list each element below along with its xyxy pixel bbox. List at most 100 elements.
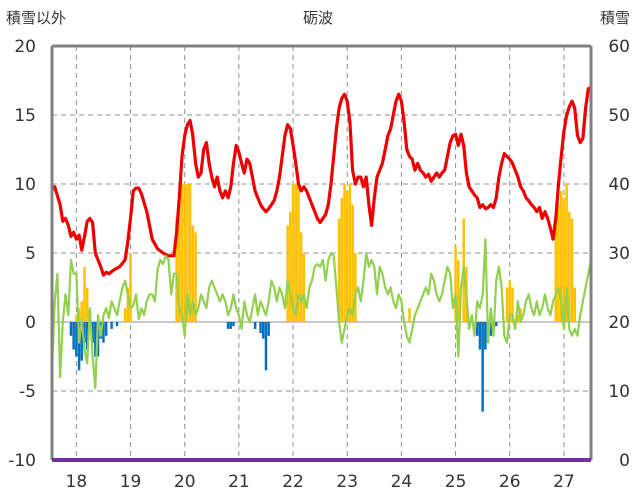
- snow-bar-7: [129, 253, 132, 322]
- snow-bar-46: [570, 218, 574, 322]
- chart-title: 砺波: [303, 9, 333, 27]
- blue-bar-5: [83, 322, 86, 343]
- blue-bar-20: [262, 322, 265, 339]
- snow-bar-30: [408, 308, 411, 322]
- snow-bar-3: [83, 266, 86, 322]
- snow-bar-23: [337, 218, 341, 322]
- blue-bar-6: [85, 322, 89, 350]
- right-tick-2: 20: [608, 313, 630, 333]
- axis-frame: [50, 44, 593, 462]
- left-tick-0: -10: [8, 451, 36, 471]
- snow-bar-13: [188, 184, 192, 322]
- blue-bar-14: [115, 322, 119, 327]
- left-tick-6: 20: [14, 37, 36, 57]
- blue-bar-23: [475, 322, 479, 336]
- blue-bar-4: [80, 322, 84, 361]
- x-tick-2: 20: [174, 472, 196, 492]
- right-tick-1: 10: [608, 382, 630, 402]
- blue-bar-30: [494, 322, 498, 327]
- snow-bar-9: [178, 197, 181, 322]
- x-tick-6: 24: [391, 472, 413, 492]
- blue-bar-16: [229, 322, 233, 329]
- snow-bar-2: [80, 301, 84, 322]
- blue-bar-11: [102, 322, 105, 343]
- snow-bar-35: [505, 287, 509, 322]
- blue-bar-1: [72, 322, 75, 350]
- snow-bar-36: [508, 280, 511, 322]
- blue-bar-13: [110, 322, 113, 329]
- blue-bar-26: [484, 322, 487, 350]
- blue-bar-19: [259, 322, 262, 334]
- snow-bar-5: [123, 308, 127, 322]
- blue-bar-0: [69, 322, 73, 336]
- red-line: [50, 85, 592, 277]
- x-tick-8: 26: [499, 472, 521, 492]
- x-tick-3: 21: [228, 472, 250, 492]
- snow-bar-18: [291, 184, 295, 322]
- snow-bar-38: [516, 315, 520, 322]
- data-lines: [50, 85, 593, 390]
- blue-bar-22: [267, 322, 270, 336]
- left-axis-title: 積雪以外: [6, 9, 66, 27]
- x-tick-0: 18: [66, 472, 88, 492]
- left-tick-1: -5: [19, 382, 36, 402]
- snow-bar-27: [348, 184, 352, 322]
- green-line: [50, 238, 593, 390]
- snow-bar-19: [294, 184, 298, 322]
- blue-bar-3: [77, 322, 81, 371]
- yellow-snow-bars: [75, 184, 576, 322]
- right-tick-5: 50: [608, 106, 630, 126]
- snow-bar-24: [340, 197, 344, 322]
- blue-negative-bars: [69, 322, 498, 412]
- snow-bar-21: [299, 232, 303, 322]
- blue-bar-15: [226, 322, 230, 329]
- snow-bar-28: [351, 204, 354, 322]
- snow-bar-25: [343, 184, 346, 322]
- snow-bar-6: [126, 287, 130, 322]
- x-tick-7: 25: [445, 472, 467, 492]
- blue-bar-28: [489, 322, 493, 336]
- gridlines: [52, 46, 591, 460]
- right-tick-4: 40: [608, 175, 630, 195]
- snow-bar-10: [180, 184, 184, 322]
- blue-bar-12: [104, 322, 108, 336]
- x-tick-5: 23: [336, 472, 358, 492]
- right-tick-6: 60: [608, 37, 630, 57]
- snow-bar-31: [454, 246, 457, 322]
- snow-bar-8: [175, 218, 178, 322]
- left-tick-5: 15: [14, 106, 36, 126]
- left-tick-3: 5: [25, 244, 36, 264]
- snow-bar-4: [85, 287, 89, 322]
- blue-bar-2: [75, 322, 78, 357]
- blue-bar-17: [232, 322, 235, 327]
- snow-bar-20: [297, 184, 300, 322]
- blue-bar-24: [478, 322, 482, 350]
- snow-bar-0: [75, 315, 78, 322]
- snow-bar-16: [286, 225, 289, 322]
- snow-bar-32: [457, 259, 460, 322]
- blue-bar-25: [481, 322, 484, 412]
- snow-bar-12: [186, 184, 189, 322]
- left-axis-ticks: -10 -5 0 5 10 15 20: [8, 37, 36, 471]
- right-tick-0: 0: [619, 451, 630, 471]
- x-tick-1: 19: [120, 472, 142, 492]
- left-tick-2: 0: [25, 313, 36, 333]
- snow-bar-22: [302, 253, 306, 322]
- snow-bar-15: [194, 232, 197, 322]
- left-tick-4: 10: [14, 175, 36, 195]
- snow-bar-40: [554, 225, 558, 322]
- snow-bar-26: [345, 190, 349, 322]
- blue-bar-8: [94, 322, 97, 357]
- snow-bar-43: [562, 197, 566, 322]
- snow-bar-29: [354, 253, 357, 322]
- blue-bar-7: [91, 322, 94, 343]
- snow-bar-37: [511, 287, 514, 322]
- snow-bar-41: [557, 204, 560, 322]
- snow-bar-44: [565, 184, 568, 322]
- blue-bar-21: [264, 322, 268, 371]
- blue-bar-18: [253, 322, 257, 329]
- snow-bar-42: [559, 190, 563, 322]
- x-tick-9: 27: [553, 472, 575, 492]
- snow-bar-47: [573, 287, 576, 322]
